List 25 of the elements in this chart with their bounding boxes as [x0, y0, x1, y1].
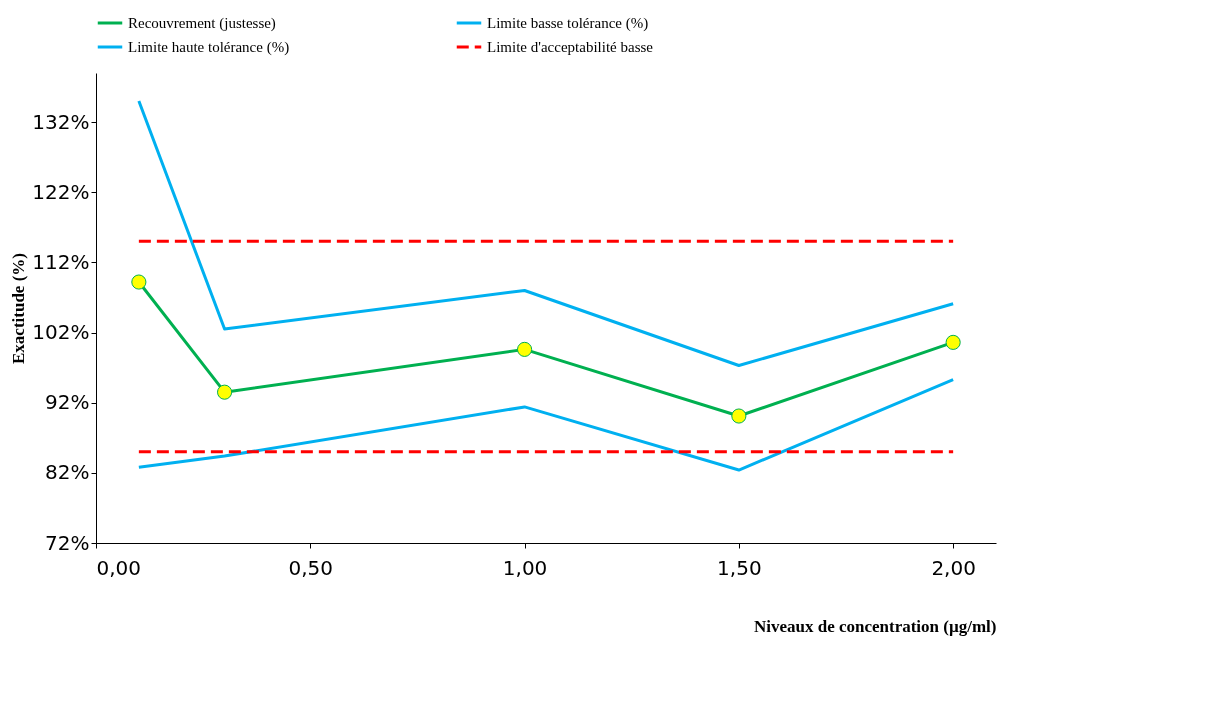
line-series: [137, 378, 955, 472]
point: [731, 408, 747, 424]
x-tick-label: 0,00: [96, 555, 142, 580]
y-axis-title: Exactitude (%): [9, 253, 29, 364]
y-tick-label: 132%: [32, 109, 90, 134]
legend-label: Limite basse tolérance (%): [487, 15, 649, 32]
x-tick-label: 1,50: [717, 555, 762, 580]
x-axis-title: Niveaux de concentration (µg/ml): [753, 616, 997, 636]
legend-label: Limite haute tolérance (%): [128, 39, 290, 56]
point: [517, 341, 533, 357]
legend-label: Recouvrement (justesse): [128, 15, 276, 32]
point: [217, 384, 233, 400]
point: [945, 334, 961, 350]
y-tick-label: 92%: [45, 390, 90, 415]
point: [131, 274, 147, 290]
y-tick-label: 102%: [32, 320, 90, 345]
line-series: [137, 99, 955, 368]
y-tick-label: 112%: [32, 249, 90, 274]
y-tick-label: 82%: [45, 460, 90, 485]
x-tick-label: 1,00: [502, 555, 548, 580]
legend-label: Limite d'acceptabilité basse: [487, 39, 654, 55]
x-tick-label: 0,50: [288, 555, 334, 580]
y-tick-label: 72%: [45, 530, 90, 555]
y-tick-label: 122%: [32, 179, 90, 204]
x-tick-label: 2,00: [931, 555, 976, 580]
